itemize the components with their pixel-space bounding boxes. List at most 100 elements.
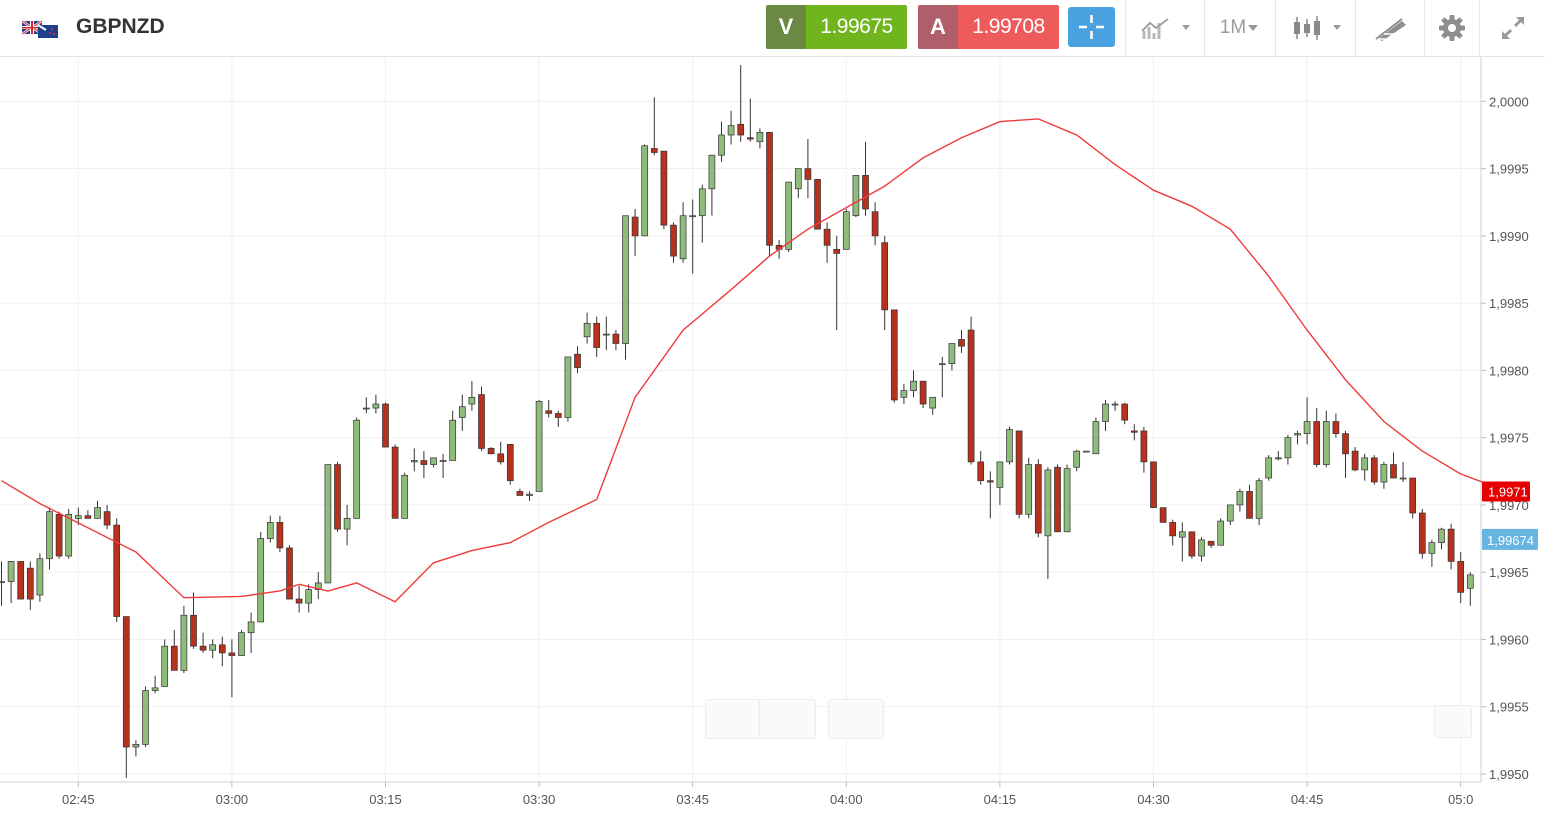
candle xyxy=(209,639,217,659)
candle-body-up xyxy=(1322,421,1330,465)
candle xyxy=(996,461,1004,505)
candle xyxy=(506,444,514,485)
candle xyxy=(324,464,332,584)
candle xyxy=(132,740,140,757)
scroll-end-control[interactable] xyxy=(1434,705,1472,738)
candle xyxy=(919,380,927,409)
candle-body-down xyxy=(1447,528,1455,562)
candle-body-down xyxy=(670,224,677,257)
drawing-tools-button[interactable] xyxy=(1362,8,1418,48)
y-tick-label: 1,9990 xyxy=(1489,229,1529,244)
sell-tag: V xyxy=(766,5,806,49)
timeframe-dropdown[interactable]: 1M xyxy=(1212,8,1268,48)
crosshair-icon xyxy=(1079,15,1104,39)
price-chart[interactable]: 2,0000 1,9995 1,9990 1,9985 1,9980 1,9975 1,99… xyxy=(0,57,1545,821)
candle-body-down xyxy=(814,179,821,230)
candle-body-up xyxy=(1102,403,1109,422)
moving-average-line xyxy=(1,118,1509,603)
sell-price: 1.99675 xyxy=(806,5,907,49)
candle-body-up xyxy=(718,134,725,156)
candle-body-down xyxy=(17,561,25,600)
candle xyxy=(1409,477,1417,519)
candle-body-up xyxy=(785,181,793,250)
candle-body-up xyxy=(1092,421,1100,455)
candle-body-up xyxy=(1111,403,1119,406)
candle xyxy=(641,144,649,237)
candle xyxy=(1303,397,1311,445)
candle xyxy=(1361,453,1369,481)
candle xyxy=(439,453,447,479)
candle-body-down xyxy=(1351,450,1359,471)
y-tick-label: 1,9950 xyxy=(1489,767,1529,782)
candle xyxy=(36,553,44,602)
candle xyxy=(574,346,581,374)
scroll-left-control[interactable] xyxy=(705,699,761,739)
candle xyxy=(756,128,764,149)
candle xyxy=(1188,531,1196,559)
candle xyxy=(1150,461,1157,508)
candle xyxy=(0,561,5,606)
candle xyxy=(497,441,505,465)
buy-button[interactable]: A 1.99708 xyxy=(918,5,1059,49)
candle xyxy=(871,202,879,246)
candle xyxy=(343,504,351,546)
candle-body-down xyxy=(881,242,889,311)
candle-body-up xyxy=(1294,433,1301,436)
candle xyxy=(583,312,591,344)
sell-button[interactable]: V 1.99675 xyxy=(766,5,907,49)
candle xyxy=(526,491,533,501)
candle-body-down xyxy=(766,131,773,246)
candle xyxy=(1418,508,1426,559)
candle-body-down xyxy=(823,228,831,246)
candle xyxy=(1438,527,1445,550)
candle xyxy=(1332,413,1340,438)
candle-body-down xyxy=(334,464,341,530)
x-tick-label: 04:30 xyxy=(1137,792,1170,807)
candle xyxy=(564,356,572,422)
candle-style-button[interactable] xyxy=(1286,8,1348,48)
candle xyxy=(660,150,668,230)
candle xyxy=(814,179,821,230)
candle-body-up xyxy=(266,522,274,539)
candle xyxy=(746,98,754,142)
candle xyxy=(142,686,149,748)
candle xyxy=(1466,572,1474,606)
candle-body-up xyxy=(1399,477,1407,480)
reset-zoom-control[interactable] xyxy=(828,699,884,739)
candle-body-up xyxy=(449,419,457,461)
settings-button[interactable] xyxy=(1430,8,1474,48)
candle-body-up xyxy=(132,743,140,748)
candle-body-down xyxy=(276,522,284,549)
candle-body-down xyxy=(1313,421,1321,465)
candle-body-up xyxy=(526,493,533,496)
candle xyxy=(122,616,130,778)
candle xyxy=(228,639,236,698)
candle xyxy=(478,386,485,452)
candle-body-up xyxy=(151,687,159,691)
scroll-right-control[interactable] xyxy=(759,699,816,739)
candle xyxy=(535,399,543,492)
candle-body-down xyxy=(478,394,485,449)
candle-body-down xyxy=(1169,522,1177,537)
candle-body-up xyxy=(1025,464,1033,515)
fullscreen-icon xyxy=(1502,17,1524,39)
candle xyxy=(1313,408,1321,468)
fullscreen-button[interactable] xyxy=(1490,8,1536,48)
candle xyxy=(842,208,850,250)
candle-body-down xyxy=(554,413,562,418)
candle-body-down xyxy=(516,491,524,496)
candle xyxy=(948,343,956,371)
x-tick-label: 02:45 xyxy=(62,792,95,807)
candle-body-down xyxy=(190,614,197,647)
buy-price: 1.99708 xyxy=(958,5,1059,49)
candle-body-up xyxy=(698,188,706,217)
crosshair-button[interactable] xyxy=(1068,7,1115,47)
candle-body-up xyxy=(641,145,649,237)
candle-body-down xyxy=(986,480,994,483)
chart-type-button[interactable] xyxy=(1136,8,1196,48)
candle xyxy=(1207,540,1215,548)
candle-body-up xyxy=(1063,468,1071,533)
toolbar-divider xyxy=(1424,0,1425,56)
candle-body-down xyxy=(612,333,620,344)
candle-body-down xyxy=(833,248,841,254)
